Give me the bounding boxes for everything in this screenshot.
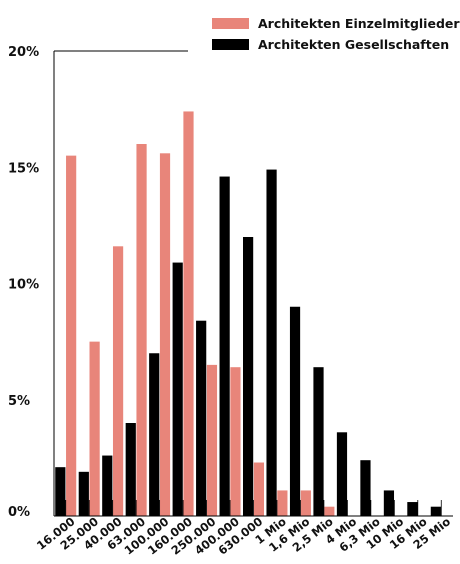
bar-gesellschaften-13	[360, 460, 371, 516]
bar-gesellschaften-16	[430, 506, 441, 516]
bar-einzelmitglieder-8	[253, 462, 264, 516]
bar-gesellschaften-14	[383, 490, 395, 516]
bar-gesellschaften-4	[149, 353, 160, 516]
bar-gesellschaften-6	[196, 320, 207, 516]
legend-label-einzelmitglieder: Architekten Einzelmitglieder	[258, 16, 460, 31]
bar-gesellschaften-15	[407, 502, 418, 516]
bar-einzelmitglieder-4	[159, 153, 171, 517]
bar-einzelmitglieder-1	[89, 341, 100, 517]
bar-gesellschaften-1	[78, 471, 89, 516]
bar-gesellschaften-7	[219, 176, 230, 517]
bar-einzelmitglieder-5	[183, 111, 194, 516]
bar-einzelmitglieder-2	[112, 246, 124, 517]
y-tick-label: 15%	[8, 161, 39, 176]
bar-einzelmitglieder-7	[230, 367, 241, 516]
legend-label-gesellschaften: Architekten Gesellschaften	[258, 37, 449, 52]
y-axis: 0% 5% 10% 15% 20%	[8, 45, 188, 520]
bar-einzelmitglieder-10	[300, 490, 311, 516]
y-tick-label: 5%	[8, 394, 30, 409]
bar-gesellschaften-11	[313, 367, 324, 516]
bar-gesellschaften-8	[243, 237, 254, 516]
y-tick-label: 0%	[8, 505, 30, 520]
bar-einzelmitglieder-9	[277, 490, 288, 516]
y-tick-label: 10%	[8, 278, 39, 293]
bar-gesellschaften-2	[102, 455, 113, 516]
bar-einzelmitglieder-3	[136, 144, 147, 516]
legend-swatch-gesellschaften	[212, 39, 249, 50]
legend-swatch-einzelmitglieder	[212, 18, 249, 29]
bar-gesellschaften-0	[55, 467, 66, 516]
legend: Architekten Einzelmitglieder Architekten …	[212, 16, 460, 52]
y-tick-label: 20%	[8, 45, 39, 60]
bar-einzelmitglieder-11	[324, 506, 335, 516]
bar-gesellschaften-5	[172, 262, 183, 516]
bar-gesellschaften-3	[125, 423, 136, 516]
bar-gesellschaften-12	[336, 432, 348, 516]
bar-einzelmitglieder-0	[66, 155, 77, 517]
bar-einzelmitglieder-6	[206, 364, 218, 517]
bar-gesellschaften-10	[289, 306, 301, 516]
bars	[55, 111, 441, 517]
bar-gesellschaften-9	[266, 169, 277, 516]
